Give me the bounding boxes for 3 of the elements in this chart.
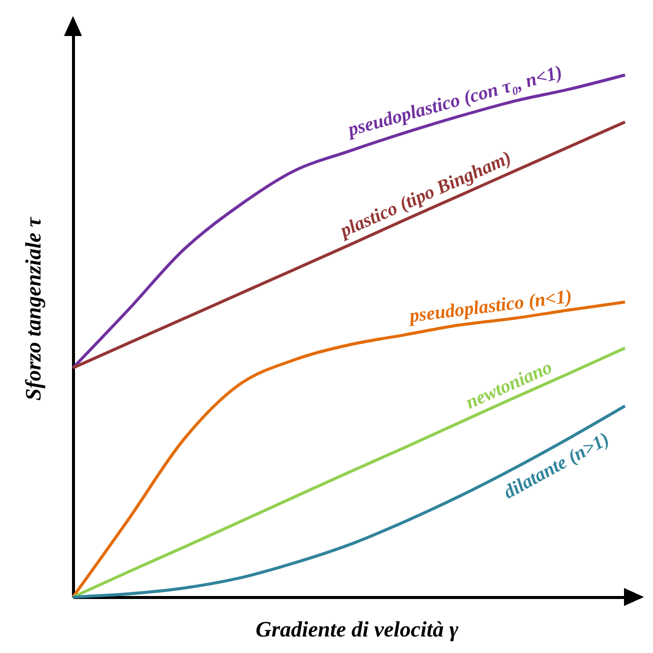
text: pseudoplastico (n<1): [406, 286, 574, 328]
y-axis-title: Sforzo tangenziale τ: [20, 216, 46, 401]
x-axis-title: Gradiente di velocità γ: [256, 616, 460, 642]
